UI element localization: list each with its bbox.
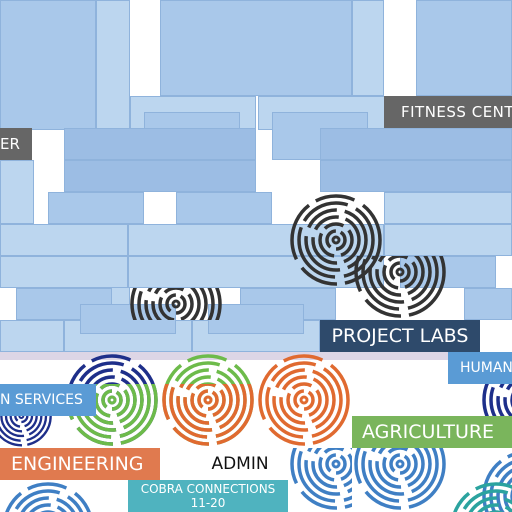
fingerprint-maze-icon bbox=[162, 384, 254, 446]
tile bbox=[0, 256, 128, 288]
fingerprint-maze-icon bbox=[2, 482, 94, 512]
tile bbox=[0, 224, 128, 256]
engineering-text: ENGINEERING bbox=[11, 453, 144, 475]
tile bbox=[320, 160, 512, 192]
fingerprint-maze-icon bbox=[290, 448, 352, 510]
tile bbox=[208, 304, 304, 334]
fingerprint-maze-icon bbox=[258, 354, 350, 446]
admin-label[interactable]: ADMIN bbox=[192, 448, 288, 480]
cobra-connections-range: 11-20 bbox=[190, 496, 226, 510]
tile bbox=[176, 192, 272, 224]
tile bbox=[0, 320, 64, 352]
tile bbox=[128, 256, 384, 288]
project-labs-text: PROJECT LABS bbox=[331, 325, 469, 347]
cobra-connections-text: COBRA CONNECTIONS bbox=[140, 482, 276, 496]
fingerprint-maze-icon bbox=[450, 482, 512, 512]
admin-text: ADMIN bbox=[211, 454, 269, 474]
agriculture-text: AGRICULTURE bbox=[362, 421, 495, 443]
divider bbox=[0, 352, 512, 360]
cobra-connections-label[interactable]: COBRA CONNECTIONS 11-20 bbox=[128, 480, 288, 512]
agriculture-label[interactable]: AGRICULTURE bbox=[352, 416, 512, 448]
tile bbox=[64, 160, 256, 192]
tile bbox=[416, 0, 512, 96]
tile bbox=[48, 192, 144, 224]
tile bbox=[464, 288, 512, 320]
tile bbox=[160, 0, 352, 96]
fingerprint-maze-icon bbox=[130, 288, 222, 320]
human-text: HUMAN bbox=[460, 360, 512, 376]
tile bbox=[128, 224, 384, 256]
tile bbox=[384, 224, 512, 256]
tile bbox=[0, 0, 96, 130]
services-label[interactable]: N SERVICES bbox=[0, 384, 96, 416]
left-er-text: ER bbox=[0, 135, 20, 153]
tile bbox=[384, 192, 512, 224]
tile bbox=[0, 160, 34, 224]
fitness-center-text: FITNESS CENTE bbox=[401, 103, 512, 121]
engineering-label[interactable]: ENGINEERING bbox=[0, 448, 160, 480]
fingerprint-maze-icon bbox=[354, 256, 446, 318]
project-labs-label[interactable]: PROJECT LABS bbox=[320, 320, 480, 352]
tile bbox=[64, 128, 256, 160]
left-services-partial-label[interactable]: ER bbox=[0, 128, 32, 160]
human-label[interactable]: HUMAN bbox=[448, 352, 512, 384]
fitness-center-label[interactable]: FITNESS CENTE bbox=[384, 96, 512, 128]
services-text: N SERVICES bbox=[0, 392, 83, 408]
tile bbox=[352, 0, 384, 96]
tile bbox=[320, 128, 512, 160]
